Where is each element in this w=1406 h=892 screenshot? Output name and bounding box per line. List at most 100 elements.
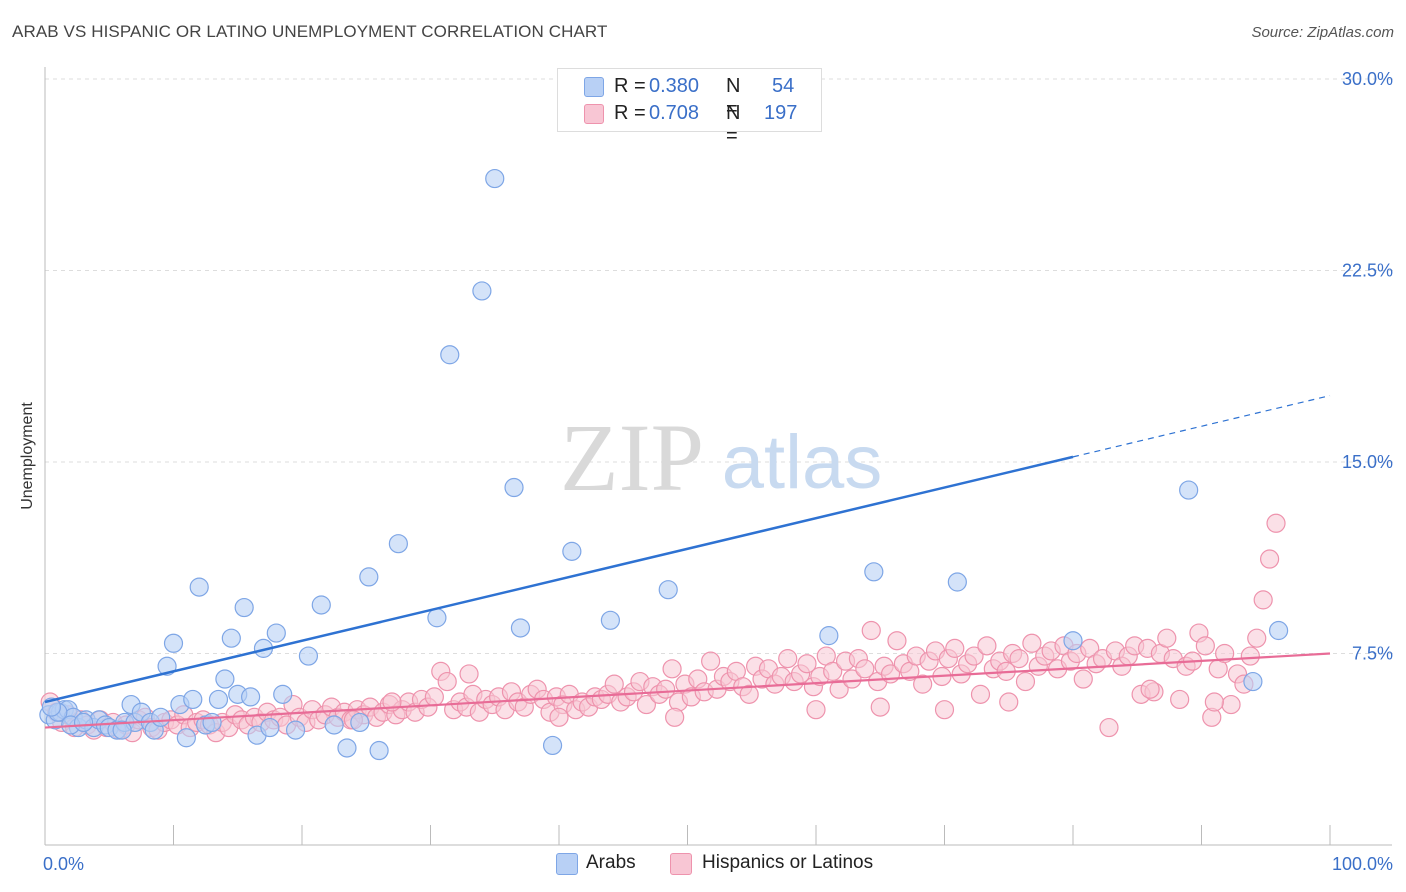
watermark-atlas: atlas [722, 420, 883, 505]
arab-point [658, 580, 678, 600]
arab-point [542, 735, 563, 756]
arab-point [819, 626, 839, 646]
hispanic-point [855, 659, 875, 679]
bottom-legend-label-hispanics: Hispanics or Latinos [702, 852, 874, 873]
hispanic-point [656, 679, 676, 699]
hispanic-point [1240, 646, 1260, 666]
legend-r-label: R = [614, 102, 646, 124]
legend-swatch-arabs [584, 77, 604, 97]
arab-point [208, 689, 229, 710]
legend-n-label: N = [726, 102, 741, 147]
arab-point [369, 740, 389, 761]
hispanic-point [1073, 669, 1093, 689]
arab-point [1063, 631, 1083, 651]
arab-point [1243, 671, 1263, 692]
hispanic-point [701, 651, 721, 671]
arab-point [600, 610, 621, 630]
hispanic-point [887, 631, 907, 651]
watermark-zip: ZIP [560, 404, 704, 511]
chart-title: ARAB VS HISPANIC OR LATINO UNEMPLOYMENT … [12, 22, 608, 41]
hispanic-point [1170, 689, 1190, 710]
hispanic-point [1099, 717, 1119, 738]
arab-point [176, 728, 196, 748]
legend-arab-r: 0.380 [649, 75, 700, 97]
hispanic-point [1260, 549, 1280, 569]
x-tick-label-min: 0.0% [43, 854, 84, 874]
y-tick-label: 15.0% [1342, 452, 1393, 472]
arab-trend-extension [1072, 395, 1331, 458]
arab-point [241, 687, 261, 707]
y-tick-label: 30.0% [1342, 69, 1393, 89]
arab-point [189, 577, 209, 597]
hispanic-point [999, 692, 1019, 712]
arab-point [485, 168, 505, 189]
hispanic-point [636, 694, 656, 715]
arab-point [350, 712, 370, 733]
x-tick-label-max: 100.0% [1332, 854, 1393, 874]
hispanic-point [1215, 643, 1235, 664]
arab-point [388, 534, 408, 554]
arab-trend-line [44, 455, 1074, 704]
arab-point [221, 628, 241, 648]
arab-point [112, 720, 132, 740]
arab-points [39, 168, 1289, 761]
hispanic-point [739, 684, 759, 704]
arab-point [73, 712, 94, 733]
arab-point [285, 720, 306, 740]
hispanic-point [604, 674, 624, 694]
arab-point [1179, 480, 1199, 500]
hispanic-point [1195, 636, 1215, 656]
arab-point [163, 633, 184, 653]
arab-point [266, 623, 286, 643]
hispanic-point [842, 669, 862, 689]
source-label: Source: ZipAtlas.com [1251, 24, 1394, 41]
arab-point [947, 572, 967, 592]
hispanic-point [913, 674, 933, 694]
hispanic-point [1009, 649, 1029, 669]
legend: R = 0.380 N = 54 R = 0.708 N = 197 [557, 68, 822, 147]
hispanic-point [1253, 590, 1273, 610]
arab-point [183, 689, 203, 710]
legend-n-label: N = [726, 75, 741, 120]
arab-point [440, 345, 460, 365]
arab-point [202, 712, 222, 733]
tick-labels: 7.5% 15.0% 22.5% 30.0% 0.0% 100.0% [43, 69, 1393, 874]
watermark: ZIP atlas [560, 404, 882, 511]
hispanic-point [1221, 694, 1241, 715]
hispanic-point [1157, 628, 1177, 648]
hispanic-point [662, 659, 682, 679]
arab-point [562, 541, 582, 561]
arab-point [427, 608, 447, 628]
hispanic-point [665, 707, 685, 727]
axes [44, 67, 1392, 846]
trend-lines [44, 395, 1331, 729]
arab-point [359, 567, 379, 587]
arab-point [273, 684, 293, 704]
hispanic-point [1204, 692, 1224, 712]
hispanic-point [829, 679, 849, 699]
y-tick-label: 7.5% [1352, 644, 1393, 664]
hispanic-point [934, 700, 955, 720]
legend-hisp-n: 197 [764, 102, 798, 124]
arab-point [215, 669, 235, 689]
hispanic-point [1022, 633, 1042, 653]
hispanic-point [797, 654, 817, 674]
arab-point [151, 707, 171, 727]
arab-point [260, 717, 280, 738]
arab-point [1268, 620, 1289, 641]
arab-point [324, 715, 344, 735]
arab-point [337, 738, 357, 758]
grid-lines [45, 78, 1395, 654]
hispanic-point [1015, 671, 1036, 692]
hispanic-points [40, 513, 1286, 743]
hispanic-point [1266, 513, 1286, 533]
bottom-legend-swatch-arabs [556, 853, 578, 875]
legend-r-label: R = [614, 75, 646, 97]
hispanic-point [778, 649, 798, 669]
bottom-legend-swatch-hispanics [670, 853, 692, 875]
hispanic-point [424, 687, 444, 707]
hispanic-point [970, 684, 991, 704]
hispanic-point [459, 664, 479, 684]
arab-point [504, 477, 524, 498]
